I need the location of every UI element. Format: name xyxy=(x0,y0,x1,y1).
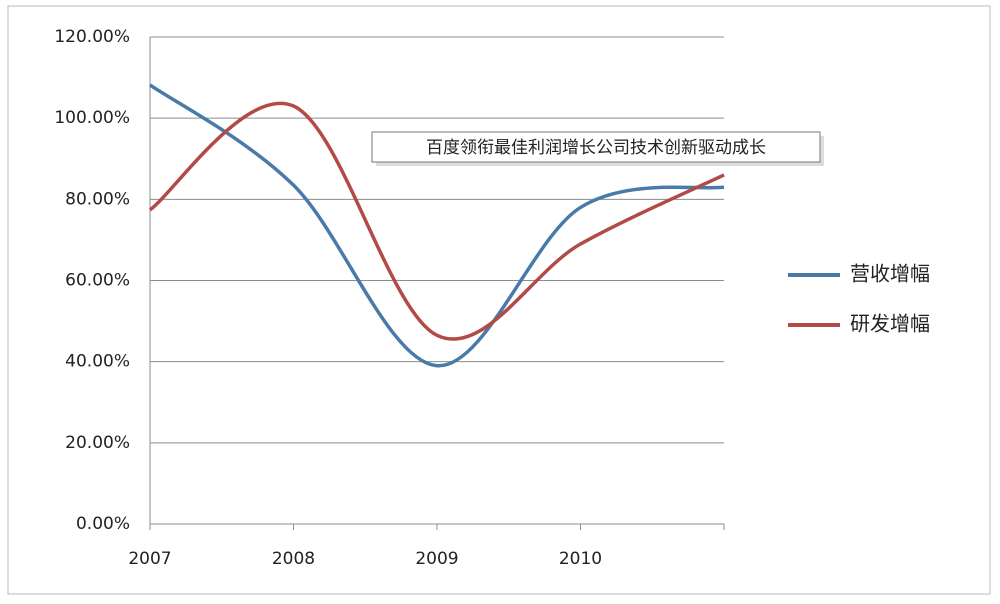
annotation-box xyxy=(371,131,821,163)
x-tick-label: 2008 xyxy=(272,549,315,569)
y-tick-label: 60.00% xyxy=(65,271,130,291)
annotation: 百度领衔最佳利润增长公司技术创新驱动成长 xyxy=(371,131,824,166)
chart-frame xyxy=(7,5,991,595)
line-series xyxy=(148,101,725,341)
x-tick-label: 2007 xyxy=(128,549,171,569)
y-tick-label: 20.00% xyxy=(65,433,130,453)
y-tick-label: 120.00% xyxy=(54,27,130,47)
annotation-text: 百度领衔最佳利润增长公司技术创新驱动成长 xyxy=(426,138,766,158)
y-tick-label: 100.00% xyxy=(54,108,130,128)
line-series xyxy=(148,83,725,368)
legend-label: 营收增幅 xyxy=(850,262,930,286)
y-tick-label: 80.00% xyxy=(65,189,130,209)
x-tick-label: 2009 xyxy=(415,549,458,569)
y-tick-label: 0.00% xyxy=(76,514,130,534)
x-tick-label: 2010 xyxy=(559,549,602,569)
y-tick-label: 40.00% xyxy=(65,352,130,372)
legend-label: 研发增幅 xyxy=(850,312,930,336)
